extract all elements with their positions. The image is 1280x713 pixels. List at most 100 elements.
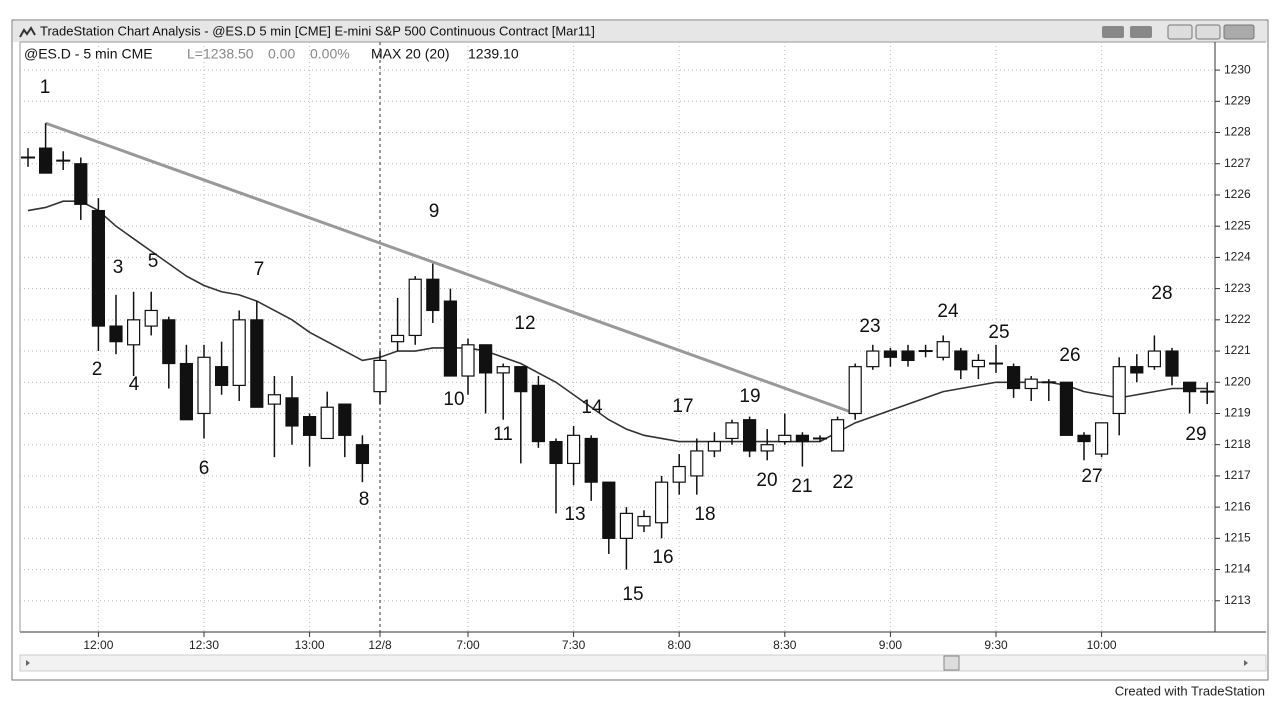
bar-label: 26 xyxy=(1059,345,1080,366)
bar-label: 12 xyxy=(514,313,535,334)
candle-body xyxy=(1112,366,1126,415)
candle-body xyxy=(725,422,739,440)
candle-body xyxy=(1006,366,1021,390)
candle-body xyxy=(126,319,141,346)
x-tick-label: 12:00 xyxy=(83,638,113,652)
menu-button[interactable] xyxy=(1102,26,1124,38)
window-title: TradeStation Chart Analysis - @ES.D 5 mi… xyxy=(40,23,595,38)
y-tick-label: 1222 xyxy=(1224,312,1251,326)
candle-body xyxy=(848,366,862,415)
candle-body xyxy=(514,366,528,393)
candle-body xyxy=(267,394,281,405)
candle-body xyxy=(179,362,193,421)
candle-body xyxy=(954,350,968,371)
candle-body xyxy=(479,344,493,374)
candle-body xyxy=(461,344,475,377)
x-tick-label: 9:30 xyxy=(984,638,1008,652)
x-tick-label: 12:30 xyxy=(189,638,219,652)
candle-body xyxy=(1094,422,1109,455)
title-bar xyxy=(13,21,1267,42)
candle-body xyxy=(355,444,369,465)
close-button[interactable] xyxy=(1223,24,1255,40)
candle-body xyxy=(162,319,176,365)
x-tick-label: 8:00 xyxy=(668,638,692,652)
candle-body xyxy=(408,278,422,337)
x-tick-label: 7:00 xyxy=(456,638,480,652)
maximize-button[interactable] xyxy=(1195,24,1221,40)
candle-body xyxy=(619,512,634,539)
candle-body xyxy=(109,325,123,343)
candle-body xyxy=(566,434,581,465)
bar-label: 23 xyxy=(859,316,880,337)
symbol: @ES.D - 5 min CME xyxy=(24,46,153,62)
candle-body xyxy=(830,419,845,452)
candle-body xyxy=(707,440,722,452)
candle-body xyxy=(215,366,229,386)
y-tick-label: 1228 xyxy=(1224,125,1251,139)
candle-body xyxy=(778,434,792,443)
indicator-value: 1239.10 xyxy=(468,46,519,62)
bar-label: 29 xyxy=(1185,424,1206,445)
bar-label: 14 xyxy=(581,397,603,418)
bar-label: 9 xyxy=(429,201,440,222)
candle-body xyxy=(1024,378,1038,390)
bar-label: 8 xyxy=(359,489,370,510)
bar-label: 15 xyxy=(622,584,643,605)
candle-body xyxy=(320,406,334,440)
candle-body xyxy=(1147,350,1162,368)
candle-body xyxy=(391,334,405,343)
x-tick-label: 8:30 xyxy=(773,638,797,652)
y-tick-label: 1217 xyxy=(1224,468,1251,482)
candle-body xyxy=(285,397,299,427)
candle-body xyxy=(654,481,669,524)
scrollbar[interactable] xyxy=(19,654,1267,672)
bar-label: 3 xyxy=(113,257,124,278)
x-tick-label: 12/8 xyxy=(368,638,392,652)
bar-label: 24 xyxy=(937,301,959,322)
bar-label: 11 xyxy=(493,424,513,445)
candle-body xyxy=(936,341,950,358)
candle-body xyxy=(1182,381,1197,393)
candle-body xyxy=(584,437,598,483)
bar-label: 10 xyxy=(443,389,464,410)
candle-body xyxy=(690,450,704,477)
candle-body xyxy=(303,416,317,436)
y-tick-label: 1218 xyxy=(1224,437,1251,451)
bar-label: 13 xyxy=(564,504,585,525)
bar-label: 2 xyxy=(92,359,103,380)
scroll-right[interactable] xyxy=(1244,660,1248,666)
menu-button[interactable] xyxy=(1130,26,1152,38)
y-tick-label: 1226 xyxy=(1224,187,1251,201)
candle-body xyxy=(1165,350,1179,377)
candle-body xyxy=(901,350,915,362)
candle-body xyxy=(373,359,387,393)
bar-label: 19 xyxy=(739,386,760,407)
candle-body xyxy=(496,366,510,374)
y-tick-label: 1220 xyxy=(1224,374,1251,388)
y-tick-label: 1216 xyxy=(1224,499,1251,513)
candle-body xyxy=(38,147,53,174)
y-tick-label: 1214 xyxy=(1224,562,1251,576)
candle-body xyxy=(1077,434,1091,443)
y-tick-label: 1215 xyxy=(1224,531,1251,545)
candle-body xyxy=(795,434,810,443)
scroll-thumb[interactable] xyxy=(943,655,960,671)
bar-label: 16 xyxy=(652,547,673,568)
y-tick-label: 1213 xyxy=(1224,593,1251,607)
candle-body xyxy=(742,419,757,452)
minimize-button[interactable] xyxy=(1167,24,1193,40)
bar-label: 4 xyxy=(129,374,140,395)
indicator-name: MAX 20 (20) xyxy=(371,46,450,62)
candle-body xyxy=(549,440,563,465)
bar-label: 21 xyxy=(791,476,812,497)
candle-body xyxy=(760,444,774,452)
candle-body xyxy=(1059,381,1074,436)
y-tick-label: 1225 xyxy=(1224,218,1251,232)
scroll-left[interactable] xyxy=(26,660,30,666)
bar-label: 22 xyxy=(832,472,853,493)
candle-body xyxy=(232,319,246,386)
bar-label: 28 xyxy=(1151,283,1172,304)
candle-body xyxy=(197,356,211,415)
candle-body xyxy=(1130,366,1144,374)
